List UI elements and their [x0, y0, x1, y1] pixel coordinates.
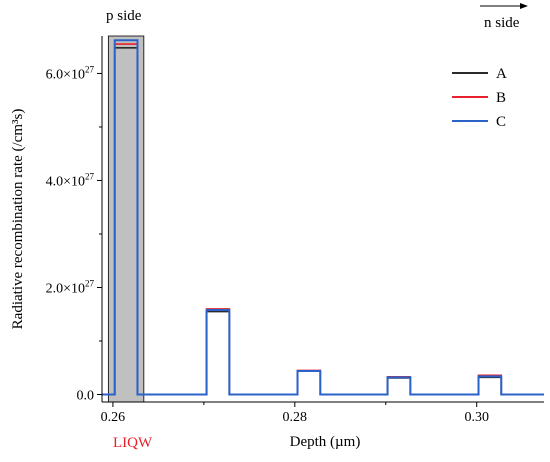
series-line-C	[102, 39, 544, 396]
liqw-highlight-region	[107, 35, 145, 403]
legend-label-C: C	[496, 114, 506, 130]
x-tick-label: 0.26	[101, 410, 126, 425]
n-side-label: n side	[484, 15, 520, 31]
y-axis-title: Radiative recombination rate (/cm³s)	[10, 109, 26, 330]
n-side-arrow-head	[520, 3, 528, 9]
legend: ABC	[452, 66, 507, 130]
legend-label-B: B	[496, 90, 506, 106]
y-tick-label: 0.0	[77, 389, 95, 404]
legend-label-A: A	[496, 66, 507, 82]
y-tick-label: 4.0×1027	[46, 171, 95, 189]
chart-axes	[101, 36, 544, 403]
series-line-A	[102, 46, 544, 396]
chart-series	[102, 39, 544, 396]
y-tick-label: 2.0×1027	[46, 278, 95, 296]
chart-ticks: 0.26 0.28 0.30 0.0 2.0×1027 4.0×1027 6.0×1027	[46, 64, 489, 425]
liqw-region-rect	[107, 35, 145, 403]
p-side-label: p side	[106, 8, 142, 24]
x-tick-label: 0.28	[283, 410, 308, 425]
x-tick-label: 0.30	[464, 410, 489, 425]
liqw-label: LIQW	[113, 435, 153, 451]
x-axis-title: Depth (µm)	[290, 434, 361, 450]
y-tick-label: 6.0×1027	[46, 64, 95, 82]
